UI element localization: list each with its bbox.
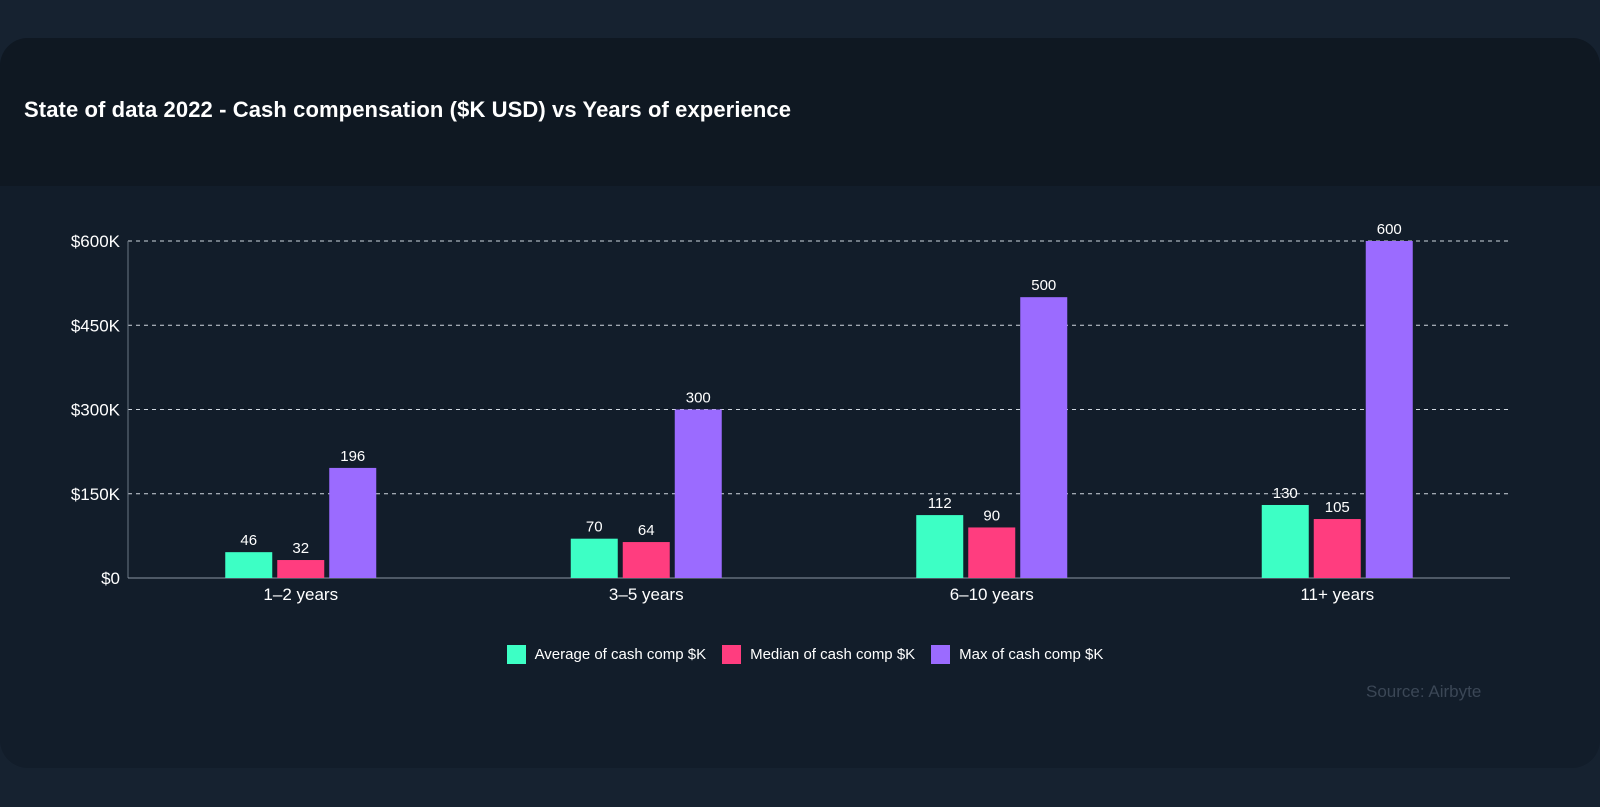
data-label: 300 bbox=[686, 390, 711, 407]
x-tick-label: 1–2 years bbox=[263, 585, 338, 604]
bar-max-4 bbox=[1365, 241, 1413, 578]
data-label: 130 bbox=[1273, 485, 1298, 502]
legend-swatch bbox=[722, 645, 742, 664]
data-label: 70 bbox=[586, 519, 603, 536]
data-label: 112 bbox=[928, 495, 952, 512]
data-label: 500 bbox=[1031, 277, 1056, 294]
legend: Average of cash comp $K Median of cash co… bbox=[0, 645, 1600, 664]
legend-item: Median of cash comp $K bbox=[722, 645, 915, 664]
bars bbox=[225, 241, 1413, 578]
y-tick-label: $600K bbox=[71, 232, 121, 251]
data-label: 600 bbox=[1377, 221, 1402, 238]
legend-label: Max of cash comp $K bbox=[959, 646, 1104, 663]
bar-max-1 bbox=[329, 467, 377, 578]
x-tick-label: 11+ years bbox=[1300, 585, 1374, 604]
bar-average-4 bbox=[1261, 504, 1309, 578]
chart-title: State of data 2022 - Cash compensation (… bbox=[24, 97, 792, 122]
data-label: 64 bbox=[638, 522, 655, 539]
chart-card: State of data 2022 - Cash compensation (… bbox=[0, 38, 1600, 768]
data-label: 32 bbox=[292, 540, 309, 557]
y-tick-label: $150K bbox=[71, 485, 121, 504]
legend-swatch bbox=[506, 645, 526, 664]
y-tick-label: $300K bbox=[71, 401, 121, 420]
legend-swatch bbox=[931, 645, 951, 664]
legend-item: Average of cash comp $K bbox=[506, 645, 707, 664]
legend-label: Median of cash comp $K bbox=[750, 646, 916, 663]
chart-header: State of data 2022 - Cash compensation (… bbox=[0, 38, 1600, 186]
source-note: Source: Airbyte bbox=[1366, 682, 1482, 701]
bar-median-2 bbox=[622, 542, 670, 578]
data-label: 46 bbox=[240, 532, 257, 549]
bar-max-3 bbox=[1020, 297, 1068, 578]
y-tick-label: $450K bbox=[71, 316, 121, 335]
bar-average-3 bbox=[916, 515, 964, 578]
bar-average-2 bbox=[570, 538, 618, 578]
data-label: 196 bbox=[340, 448, 365, 465]
x-tick-label: 3–5 years bbox=[609, 585, 684, 604]
x-tick-label: 6–10 years bbox=[950, 585, 1034, 604]
bar-max-2 bbox=[674, 409, 722, 578]
legend-item: Max of cash comp $K bbox=[931, 645, 1103, 664]
bar-median-1 bbox=[277, 560, 325, 578]
data-labels: 46 32 196 70 64 300 112 90 500 130 105 600 bbox=[240, 221, 1401, 557]
gridlines bbox=[128, 240, 1510, 495]
bar-median-4 bbox=[1313, 519, 1361, 578]
y-tick-label: $0 bbox=[101, 569, 120, 588]
legend-label: Average of cash comp $K bbox=[534, 646, 707, 663]
data-label: 90 bbox=[983, 507, 1000, 524]
bar-median-3 bbox=[968, 527, 1016, 578]
bar-average-1 bbox=[225, 552, 273, 578]
data-label: 105 bbox=[1325, 499, 1350, 516]
